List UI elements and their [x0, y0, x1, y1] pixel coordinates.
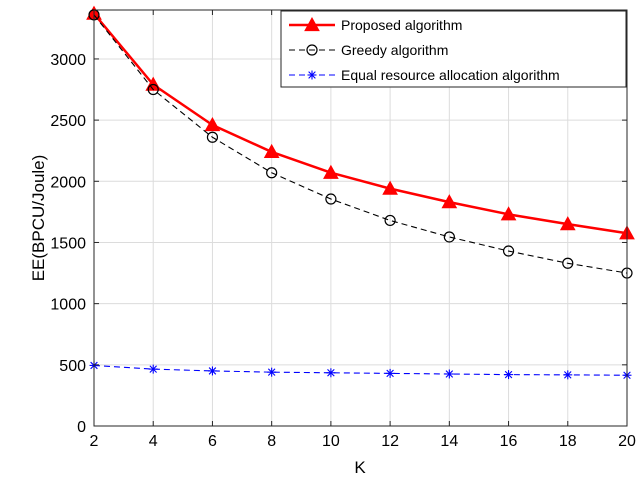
legend-marker-2-d2	[308, 71, 316, 79]
data-point-s0-5	[382, 180, 398, 195]
y-tick-label-1000: 1000	[50, 297, 86, 314]
x-tick-label-16: 16	[500, 433, 518, 450]
x-tick-label-20: 20	[618, 433, 636, 450]
y-tick-label-1500: 1500	[50, 235, 86, 252]
data-point-s2-6	[444, 369, 454, 379]
y-tick-label-2500: 2500	[50, 113, 86, 130]
legend-label-2: Equal resource allocation algorithm	[341, 67, 560, 83]
legend-marker-0	[304, 16, 320, 32]
legend-label-0: Proposed algorithm	[341, 17, 462, 33]
x-tick-label-4: 4	[149, 433, 158, 450]
y-tick-label-500: 500	[59, 358, 86, 375]
legend: Proposed algorithm Greedy algorithm Equal …	[280, 10, 627, 88]
x-tick-label-12: 12	[381, 433, 399, 450]
data-point-s2-7	[504, 370, 514, 380]
data-point-s2-4-d2	[327, 369, 335, 377]
axes-box	[93, 9, 628, 427]
data-point-s2-1-d2	[149, 365, 157, 373]
x-tick-label-18: 18	[559, 433, 577, 450]
data-point-s0-2	[204, 116, 221, 132]
legend-label-1: Greedy algorithm	[341, 42, 448, 58]
legend-marker-2	[307, 70, 317, 80]
data-point-s1-6	[443, 231, 455, 243]
data-point-s1-2	[206, 131, 219, 143]
data-point-s0-7	[500, 206, 517, 221]
data-point-s1-4	[325, 193, 337, 205]
y-axis-label: EE(BPCU/Joule)	[29, 155, 48, 282]
series-1	[88, 9, 633, 279]
data-point-s0-6	[441, 194, 458, 209]
x-tick-label-6: 6	[208, 433, 217, 450]
data-point-s1-8	[562, 257, 574, 269]
series-line-1	[93, 14, 628, 274]
data-point-s2-3-d2	[267, 368, 276, 376]
series-lines	[86, 5, 635, 380]
legend-marker-1	[306, 44, 318, 56]
data-point-s1-3	[266, 167, 278, 179]
series-line-0	[93, 12, 628, 235]
data-point-s1-5	[384, 214, 396, 227]
axes: 2 4 6 8 10 12 14 16 18 20 0 500 1000 1500 2000 2500 3000	[50, 9, 636, 450]
data-point-s2-5-d2	[386, 369, 394, 378]
x-tick-label-14: 14	[440, 433, 458, 450]
data-point-s2-8-d2	[564, 371, 572, 379]
data-point-s2-4	[326, 368, 336, 378]
series-line-2	[93, 364, 628, 376]
y-tick-label-0: 0	[77, 419, 86, 436]
data-point-s2-5	[385, 368, 395, 378]
legend-box	[280, 10, 627, 88]
data-point-s0-3	[263, 143, 280, 159]
data-point-s2-1	[148, 364, 158, 374]
data-point-s0-8	[559, 216, 576, 231]
data-point-s2-8	[563, 370, 573, 380]
x-tick-label-10: 10	[322, 433, 340, 450]
x-axis-label: K	[354, 458, 366, 477]
data-point-s2-2-d2	[208, 367, 217, 375]
data-point-s2-2	[207, 366, 217, 376]
data-point-s2-7-d2	[504, 370, 513, 379]
x-tick-label-8: 8	[267, 433, 276, 450]
data-point-s2-3	[267, 367, 277, 377]
data-point-s2-6-d2	[445, 370, 454, 378]
x-tick-label-2: 2	[90, 433, 99, 450]
y-tick-label-2000: 2000	[50, 174, 86, 191]
data-point-s0-4	[323, 164, 339, 179]
data-point-s1-1	[147, 83, 159, 96]
y-tick-label-3000: 3000	[50, 52, 86, 69]
data-point-s1-7	[502, 245, 515, 257]
